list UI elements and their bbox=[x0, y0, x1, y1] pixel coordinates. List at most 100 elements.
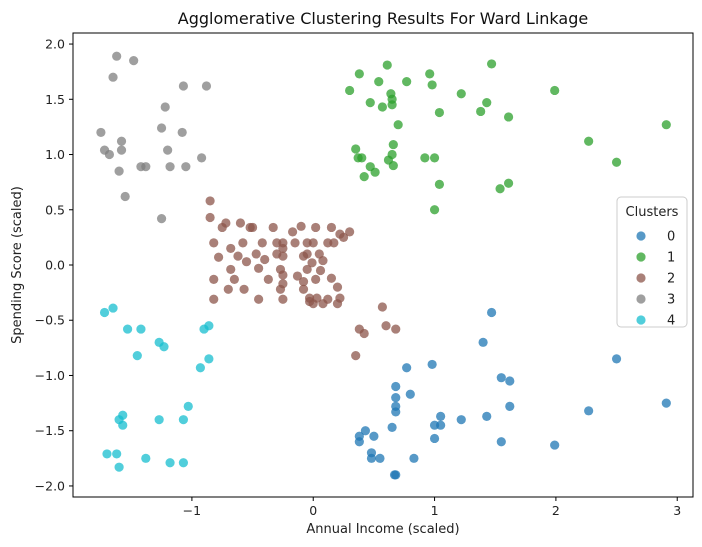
scatter-point-cluster-4 bbox=[112, 449, 122, 459]
scatter-point-cluster-2 bbox=[335, 293, 345, 303]
scatter-point-cluster-3 bbox=[141, 162, 151, 172]
y-axis-label: Spending Score (scaled) bbox=[10, 186, 25, 344]
scatter-point-cluster-4 bbox=[178, 458, 189, 468]
scatter-point-cluster-4 bbox=[122, 324, 133, 334]
x-tick-label: 1 bbox=[431, 503, 439, 518]
scatter-point-cluster-2 bbox=[296, 221, 306, 231]
scatter-point-cluster-2 bbox=[338, 232, 349, 242]
scatter-point-cluster-2 bbox=[235, 218, 246, 228]
x-tick-label: 3 bbox=[673, 503, 681, 518]
scatter-point-cluster-2 bbox=[381, 321, 391, 331]
scatter-point-cluster-4 bbox=[108, 303, 118, 313]
scatter-point-cluster-1 bbox=[374, 77, 384, 87]
scatter-point-cluster-0 bbox=[661, 398, 671, 408]
scatter-point-cluster-2 bbox=[205, 212, 215, 223]
scatter-point-cluster-0 bbox=[505, 376, 515, 386]
scatter-point-cluster-2 bbox=[345, 227, 355, 237]
scatter-point-cluster-2 bbox=[308, 238, 318, 248]
scatter-point-cluster-0 bbox=[550, 440, 560, 450]
scatter-point-cluster-4 bbox=[178, 415, 189, 425]
scatter-point-cluster-0 bbox=[505, 401, 515, 412]
legend-marker-cluster-4 bbox=[636, 315, 646, 325]
scatter-point-cluster-0 bbox=[496, 373, 506, 383]
scatter-point-cluster-3 bbox=[178, 81, 189, 91]
scatter-point-cluster-4 bbox=[114, 462, 124, 472]
scatter-point-cluster-2 bbox=[223, 284, 233, 294]
scatter-point-cluster-2 bbox=[209, 238, 219, 248]
scatter-point-cluster-4 bbox=[154, 415, 164, 425]
scatter-point-cluster-1 bbox=[387, 100, 397, 110]
scatter-point-cluster-2 bbox=[229, 274, 239, 284]
scatter-point-cluster-4 bbox=[165, 458, 175, 468]
x-tick-label: 2 bbox=[552, 503, 560, 518]
scatter-point-cluster-4 bbox=[195, 363, 205, 373]
scatter-point-cluster-3 bbox=[201, 81, 212, 91]
scatter-point-cluster-1 bbox=[382, 60, 392, 70]
legend-marker-cluster-1 bbox=[636, 252, 646, 262]
scatter-point-cluster-0 bbox=[427, 359, 437, 370]
scatter-point-cluster-3 bbox=[108, 72, 118, 82]
scatter-point-cluster-0 bbox=[354, 437, 364, 447]
scatter-point-cluster-1 bbox=[661, 120, 671, 130]
x-tick-label: −1 bbox=[183, 503, 201, 518]
y-axis: −2.0 −1.5 −1.0 −0.5 0.0 0.5 1.0 1.5 2.0 bbox=[35, 37, 73, 493]
scatter-point-cluster-2 bbox=[239, 284, 249, 294]
scatter-point-cluster-2 bbox=[226, 243, 236, 254]
scatter-point-cluster-0 bbox=[360, 426, 371, 436]
scatter-point-cluster-3 bbox=[181, 162, 191, 172]
scatter-point-cluster-2 bbox=[241, 257, 252, 267]
scatter-point-cluster-1 bbox=[476, 106, 486, 117]
scatter-point-cluster-2 bbox=[351, 350, 361, 361]
scatter-point-cluster-0 bbox=[369, 431, 379, 441]
scatter-point-cluster-4 bbox=[141, 453, 151, 463]
legend-label: 3 bbox=[667, 293, 675, 308]
chart-title: Agglomerative Clustering Results For War… bbox=[178, 9, 588, 28]
x-axis: −1 0 1 2 3 bbox=[183, 497, 681, 518]
scatter-point-cluster-0 bbox=[429, 433, 440, 444]
x-axis-label: Annual Income (scaled) bbox=[306, 522, 459, 537]
scatter-point-cluster-2 bbox=[268, 222, 278, 233]
scatter-point-cluster-3 bbox=[156, 214, 167, 224]
scatter-point-cluster-1 bbox=[359, 172, 369, 182]
scatter-point-cluster-3 bbox=[129, 56, 139, 66]
y-tick-label: −1.5 bbox=[35, 423, 65, 438]
legend-label: 2 bbox=[667, 272, 675, 287]
scatter-point-cluster-1 bbox=[429, 205, 440, 215]
scatter-point-cluster-1 bbox=[365, 98, 375, 108]
scatter-point-cluster-2 bbox=[326, 273, 337, 283]
scatter-point-cluster-0 bbox=[391, 392, 401, 403]
scatter-point-cluster-1 bbox=[550, 85, 560, 96]
scatter-point-cluster-2 bbox=[292, 271, 303, 281]
scatter-point-cluster-4 bbox=[204, 354, 214, 364]
scatter-point-cluster-0 bbox=[482, 411, 492, 421]
scatter-point-cluster-1 bbox=[434, 107, 445, 118]
scatter-point-cluster-0 bbox=[456, 415, 466, 425]
legend-label: 1 bbox=[667, 251, 675, 266]
scatter-point-cluster-1 bbox=[370, 167, 380, 177]
scatter-point-cluster-4 bbox=[118, 410, 128, 420]
scatter-point-cluster-3 bbox=[114, 166, 124, 176]
scatter-point-cluster-1 bbox=[482, 98, 492, 108]
scatter-point-cluster-0 bbox=[405, 389, 415, 399]
y-tick-label: 1.5 bbox=[45, 92, 65, 107]
scatter-point-cluster-2 bbox=[290, 238, 300, 248]
scatter-point-cluster-2 bbox=[251, 249, 261, 259]
scatter-point-cluster-0 bbox=[391, 407, 401, 417]
scatter-point-cluster-1 bbox=[427, 80, 437, 90]
scatter-point-cluster-3 bbox=[165, 162, 175, 172]
x-tick-label: 0 bbox=[309, 503, 317, 518]
scatter-point-cluster-2 bbox=[377, 302, 387, 312]
scatter-point-cluster-1 bbox=[434, 179, 445, 189]
scatter-point-cluster-1 bbox=[425, 69, 435, 79]
scatter-point-cluster-0 bbox=[366, 453, 377, 463]
y-tick-label: 0.5 bbox=[45, 202, 65, 217]
scatter-point-cluster-2 bbox=[323, 294, 333, 304]
scatter-point-cluster-2 bbox=[332, 282, 343, 292]
scatter-point-cluster-2 bbox=[209, 274, 219, 284]
scatter-point-cluster-0 bbox=[375, 453, 385, 463]
scatter-point-cluster-2 bbox=[254, 294, 264, 304]
scatter-point-cluster-2 bbox=[213, 252, 224, 262]
scatter-point-cluster-2 bbox=[288, 227, 298, 237]
y-tick-label: −1.0 bbox=[35, 368, 65, 383]
